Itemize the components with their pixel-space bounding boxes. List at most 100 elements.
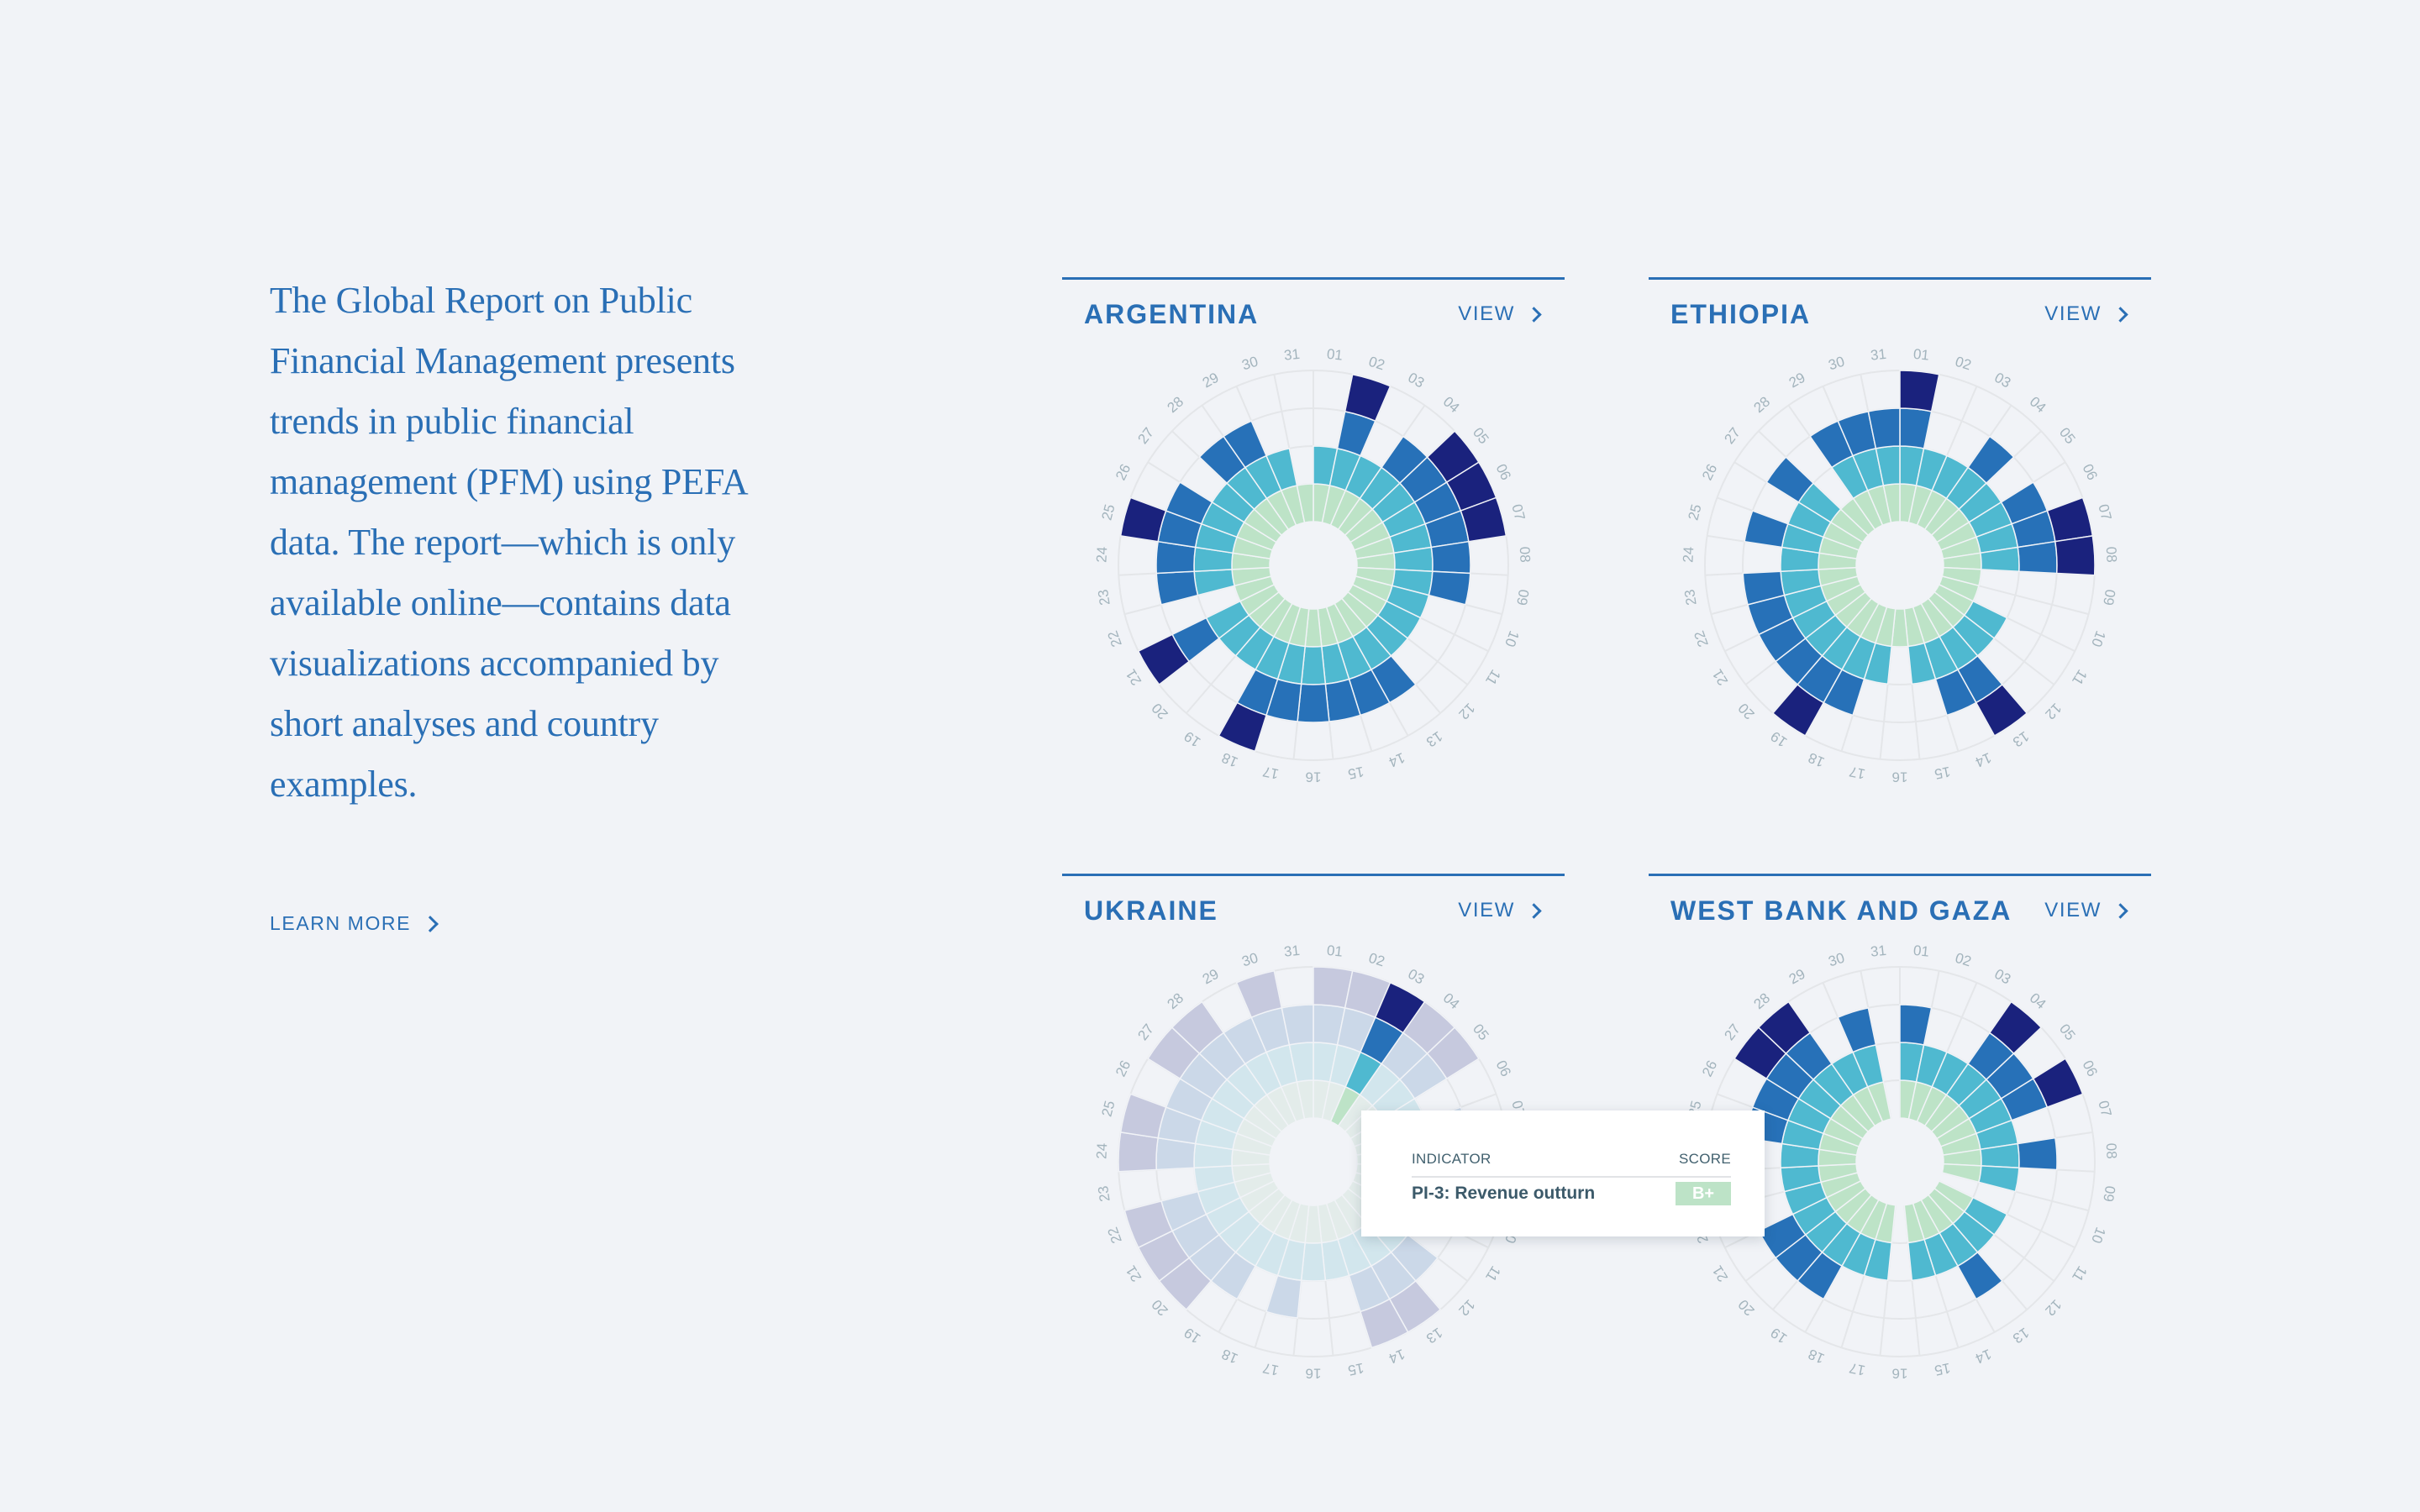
indicator-segment[interactable] [1281,1004,1314,1046]
indicator-segment[interactable] [1344,373,1392,423]
view-button[interactable]: VIEW [2044,302,2128,326]
indicator-tick-label: 18 [1219,749,1240,770]
indicator-segment[interactable] [1218,701,1267,753]
intro-line: trends in public financial [270,401,634,442]
indicator-tick-label: 22 [1691,628,1711,648]
indicator-tick-label: 02 [1367,950,1387,970]
indicator-segment[interactable] [1765,456,1815,503]
card-title: ARGENTINA [1084,298,1260,329]
indicator-segment[interactable] [2032,1058,2084,1109]
indicator-segment[interactable] [1297,683,1330,723]
indicator-tick-label: 24 [1680,546,1697,563]
indicator-tick-label: 08 [2103,546,2120,563]
view-button[interactable]: VIEW [2044,899,2128,922]
card-divider [1649,874,2151,876]
indicator-tick-label: 02 [1954,354,1974,374]
indicator-segment[interactable] [1193,569,1236,596]
indicator-tick-label: 02 [1954,950,1974,970]
indicator-segment[interactable] [2017,1137,2058,1171]
tooltip-indicator-name: PI-3: Revenue outturn [1412,1184,1596,1203]
indicator-segment[interactable] [1360,1298,1409,1349]
indicator-tick-label: 25 [1098,1099,1118,1118]
card-title: UKRAINE [1084,895,1218,926]
indicator-tick-label: 24 [1093,1142,1110,1159]
view-button[interactable]: VIEW [1458,302,1542,326]
card-divider [1062,277,1565,280]
intro-line: available online—contains data [270,582,731,623]
indicator-tick-label: 26 [1699,1058,1720,1079]
intro-line: visualizations accompanied by [270,643,719,684]
indicator-tick-label: 15 [1347,764,1365,782]
indicator-segment[interactable] [1430,540,1471,575]
indicator-tick-label: 23 [1095,588,1113,606]
indicator-tick-label: 05 [2056,1021,2079,1043]
indicator-tick-label: 06 [1493,1058,1514,1079]
indicator-segment[interactable] [1123,1200,1174,1249]
indicator-tick-label: 21 [1123,1263,1144,1284]
intro-line: Financial Management presents [270,340,735,381]
indicator-segment[interactable] [1899,370,1940,412]
tooltip-header: INDICATOR SCORE [1412,1151,1731,1178]
indicator-segment[interactable] [1426,1026,1480,1080]
indicator-segment[interactable] [1899,407,1933,449]
indicator-segment[interactable] [1296,483,1314,523]
indicator-tick-label: 11 [1482,1263,1503,1284]
view-label: VIEW [2044,899,2102,921]
indicator-tick-label: 11 [2069,1263,2090,1284]
card-title: WEST BANK AND GAZA [1670,895,2012,926]
indicator-tick-label: 13 [2010,728,2032,750]
indicator-segment[interactable] [2054,535,2096,576]
card-divider [1062,874,1565,876]
indicator-segment[interactable] [1907,1238,1937,1282]
indicator-tick-label: 15 [1347,1360,1365,1378]
indicator-tick-label: 07 [2095,1099,2114,1118]
indicator-tick-label: 03 [1991,966,2013,988]
indicator-segment[interactable] [1941,1163,1982,1184]
learn-more-link[interactable]: LEARN MORE [270,912,439,935]
indicator-tick-label: 21 [1123,666,1144,688]
indicator-tick-label: 18 [1806,1346,1827,1367]
indicator-tick-label: 15 [1933,764,1952,782]
indicator-tick-label: 14 [1386,1346,1407,1367]
indicator-segment[interactable] [2017,540,2058,575]
indicator-segment[interactable] [1137,633,1191,686]
indicator-segment[interactable] [1899,1004,1933,1046]
indicator-tick-label: 03 [1405,370,1427,391]
indicator-tick-label: 24 [1093,546,1110,563]
indicator-tick-label: 23 [1681,588,1700,606]
intro-text: The Global Report on Public Financial Ma… [270,270,875,815]
indicator-tick-label: 19 [1768,1325,1790,1347]
indicator-tick-label: 20 [1149,700,1171,722]
indicator-tick-label: 10 [2088,628,2108,648]
view-button[interactable]: VIEW [1458,899,1542,922]
indicator-segment[interactable] [1744,510,1789,549]
indicator-tick-label: 25 [1685,502,1704,522]
indicator-segment[interactable] [1155,570,1199,606]
indicator-segment[interactable] [1428,570,1471,606]
indicator-tick-label: 31 [1870,346,1887,364]
indicator-tick-label: 01 [1326,942,1344,960]
indicator-segment[interactable] [1265,1274,1302,1319]
intro-line: The Global Report on Public [270,280,692,321]
indicator-tick-label: 29 [1786,966,1808,988]
indicator-tick-label: 19 [1181,1325,1203,1347]
indicator-segment[interactable] [1867,407,1901,449]
indicator-tick-label: 05 [2056,424,2079,447]
indicator-tick-label: 14 [1386,749,1407,770]
indicator-segment[interactable] [1977,1165,2020,1193]
indicator-segment[interactable] [1118,1131,1160,1173]
indicator-tick-label: 28 [1750,990,1773,1012]
indicator-segment[interactable] [1757,1000,1812,1055]
indicator-tick-label: 12 [1455,1296,1478,1319]
tooltip-indicator-header: INDICATOR [1412,1151,1491,1167]
view-label: VIEW [1458,302,1515,325]
indicator-tick-label: 09 [2100,1184,2118,1203]
indicator-segment[interactable] [1837,1006,1877,1053]
learn-more-label: LEARN MORE [270,912,412,934]
indicator-tick-label: 17 [1261,764,1280,782]
indicator-tick-label: 28 [1750,393,1773,416]
indicator-tick-label: 30 [1827,950,1847,970]
country-card-west-bank-and-gaza: WEST BANK AND GAZA VIEW [1649,874,2151,928]
